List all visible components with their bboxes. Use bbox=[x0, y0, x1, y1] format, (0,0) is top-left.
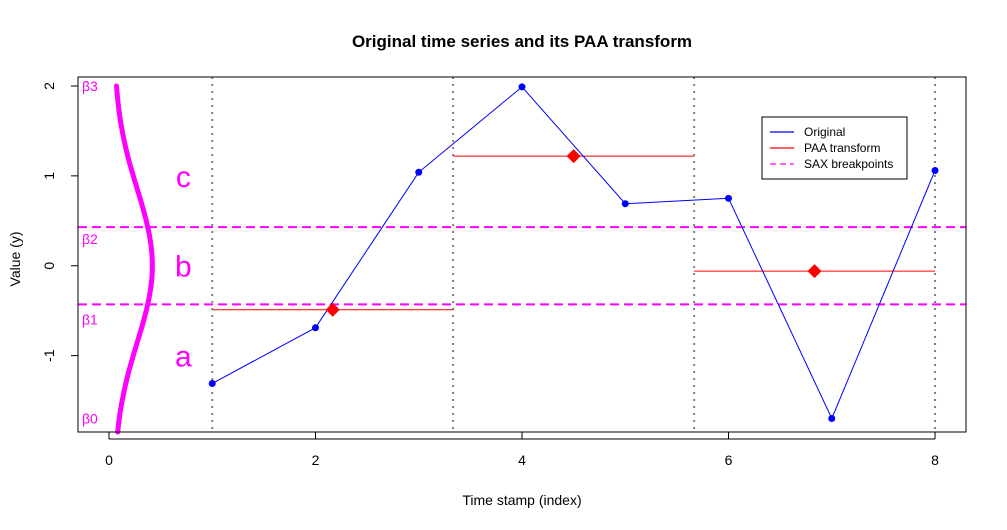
y-tick-label: -1 bbox=[41, 349, 57, 362]
gaussian-curve bbox=[114, 83, 155, 435]
y-axis-label: Value (y) bbox=[7, 232, 23, 287]
y-tick-label: 1 bbox=[41, 172, 57, 180]
original-point bbox=[208, 379, 216, 387]
chart-title: Original time series and its PAA transfo… bbox=[352, 32, 692, 51]
beta-label: β1 bbox=[82, 312, 98, 328]
x-tick-label: 6 bbox=[725, 452, 733, 468]
legend-entry-label: PAA transform bbox=[804, 141, 880, 155]
x-tick-label: 8 bbox=[931, 452, 939, 468]
y-tick-label: 0 bbox=[41, 262, 57, 270]
x-tick-label: 4 bbox=[518, 452, 526, 468]
legend: Original PAA transform SAX breakpoints bbox=[761, 116, 908, 180]
x-axis-label: Time stamp (index) bbox=[462, 492, 581, 508]
paa-marker bbox=[807, 264, 822, 279]
original-point bbox=[725, 194, 733, 202]
plot-area: 0 2 4 6 8 -1 0 1 2 β3 β2 β1 β0 c b a Original PAA transfo… bbox=[41, 76, 967, 468]
x-tick-label: 2 bbox=[312, 452, 320, 468]
beta-label: β3 bbox=[82, 78, 98, 94]
sax-symbol-label: b bbox=[175, 251, 192, 284]
legend-entry-label: Original bbox=[804, 125, 845, 139]
paa-marker bbox=[325, 302, 340, 317]
legend-entry-label: SAX breakpoints bbox=[804, 157, 893, 171]
original-point bbox=[931, 166, 939, 174]
paa-marker bbox=[566, 149, 581, 164]
y-tick-label: 2 bbox=[41, 82, 57, 90]
beta-label: β2 bbox=[82, 231, 98, 247]
plot-frame bbox=[77, 76, 967, 433]
original-point bbox=[311, 324, 319, 332]
sax-symbol-label: a bbox=[175, 341, 192, 374]
original-point bbox=[518, 83, 526, 91]
beta-label: β0 bbox=[82, 411, 98, 427]
original-series-line bbox=[211, 86, 936, 420]
x-tick-label: 0 bbox=[105, 452, 113, 468]
original-point bbox=[828, 415, 836, 423]
original-point bbox=[415, 168, 423, 176]
sax-symbol-label: c bbox=[176, 161, 191, 194]
original-point bbox=[621, 200, 629, 208]
